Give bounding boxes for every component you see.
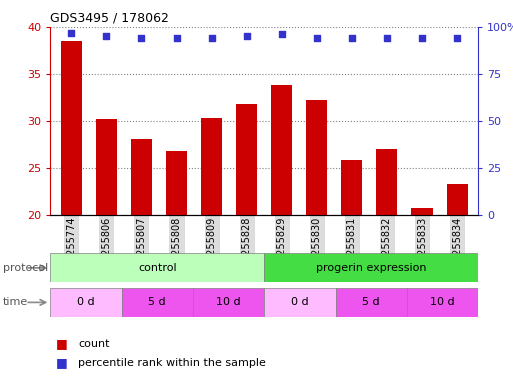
Bar [407,288,478,317]
Text: 10 d: 10 d [430,297,455,308]
Bar [446,184,467,384]
Text: 5 d: 5 d [148,297,166,308]
Bar [166,151,187,384]
Point [278,31,286,38]
Point [348,35,356,41]
Point [102,33,110,40]
Text: protocol: protocol [3,263,48,273]
Bar [61,41,82,384]
Text: 10 d: 10 d [216,297,241,308]
Bar [264,288,336,317]
Point [137,35,146,41]
Bar [193,288,264,317]
Bar [336,288,407,317]
Text: ■: ■ [55,356,67,369]
Point [172,35,181,41]
Text: progerin expression: progerin expression [316,263,426,273]
Bar [131,139,152,384]
Point [453,35,461,41]
Point [418,35,426,41]
Point [67,30,75,36]
Text: time: time [3,297,28,308]
Bar [50,288,122,317]
Text: 0 d: 0 d [291,297,309,308]
Bar [201,118,222,384]
Bar [122,288,193,317]
Bar [306,100,327,384]
Bar [271,85,292,384]
Point [313,35,321,41]
Text: ■: ■ [55,337,67,350]
Text: count: count [78,339,110,349]
Bar [411,207,432,384]
Bar [96,119,117,384]
Text: 0 d: 0 d [77,297,95,308]
Bar [377,149,398,384]
Text: 5 d: 5 d [362,297,380,308]
Point [243,33,251,40]
Text: GDS3495 / 178062: GDS3495 / 178062 [50,11,169,24]
Bar [264,253,478,282]
Bar [341,161,362,384]
Point [383,35,391,41]
Bar [50,253,264,282]
Point [207,35,215,41]
Text: percentile rank within the sample: percentile rank within the sample [78,358,266,368]
Text: control: control [138,263,176,273]
Bar [236,104,257,384]
